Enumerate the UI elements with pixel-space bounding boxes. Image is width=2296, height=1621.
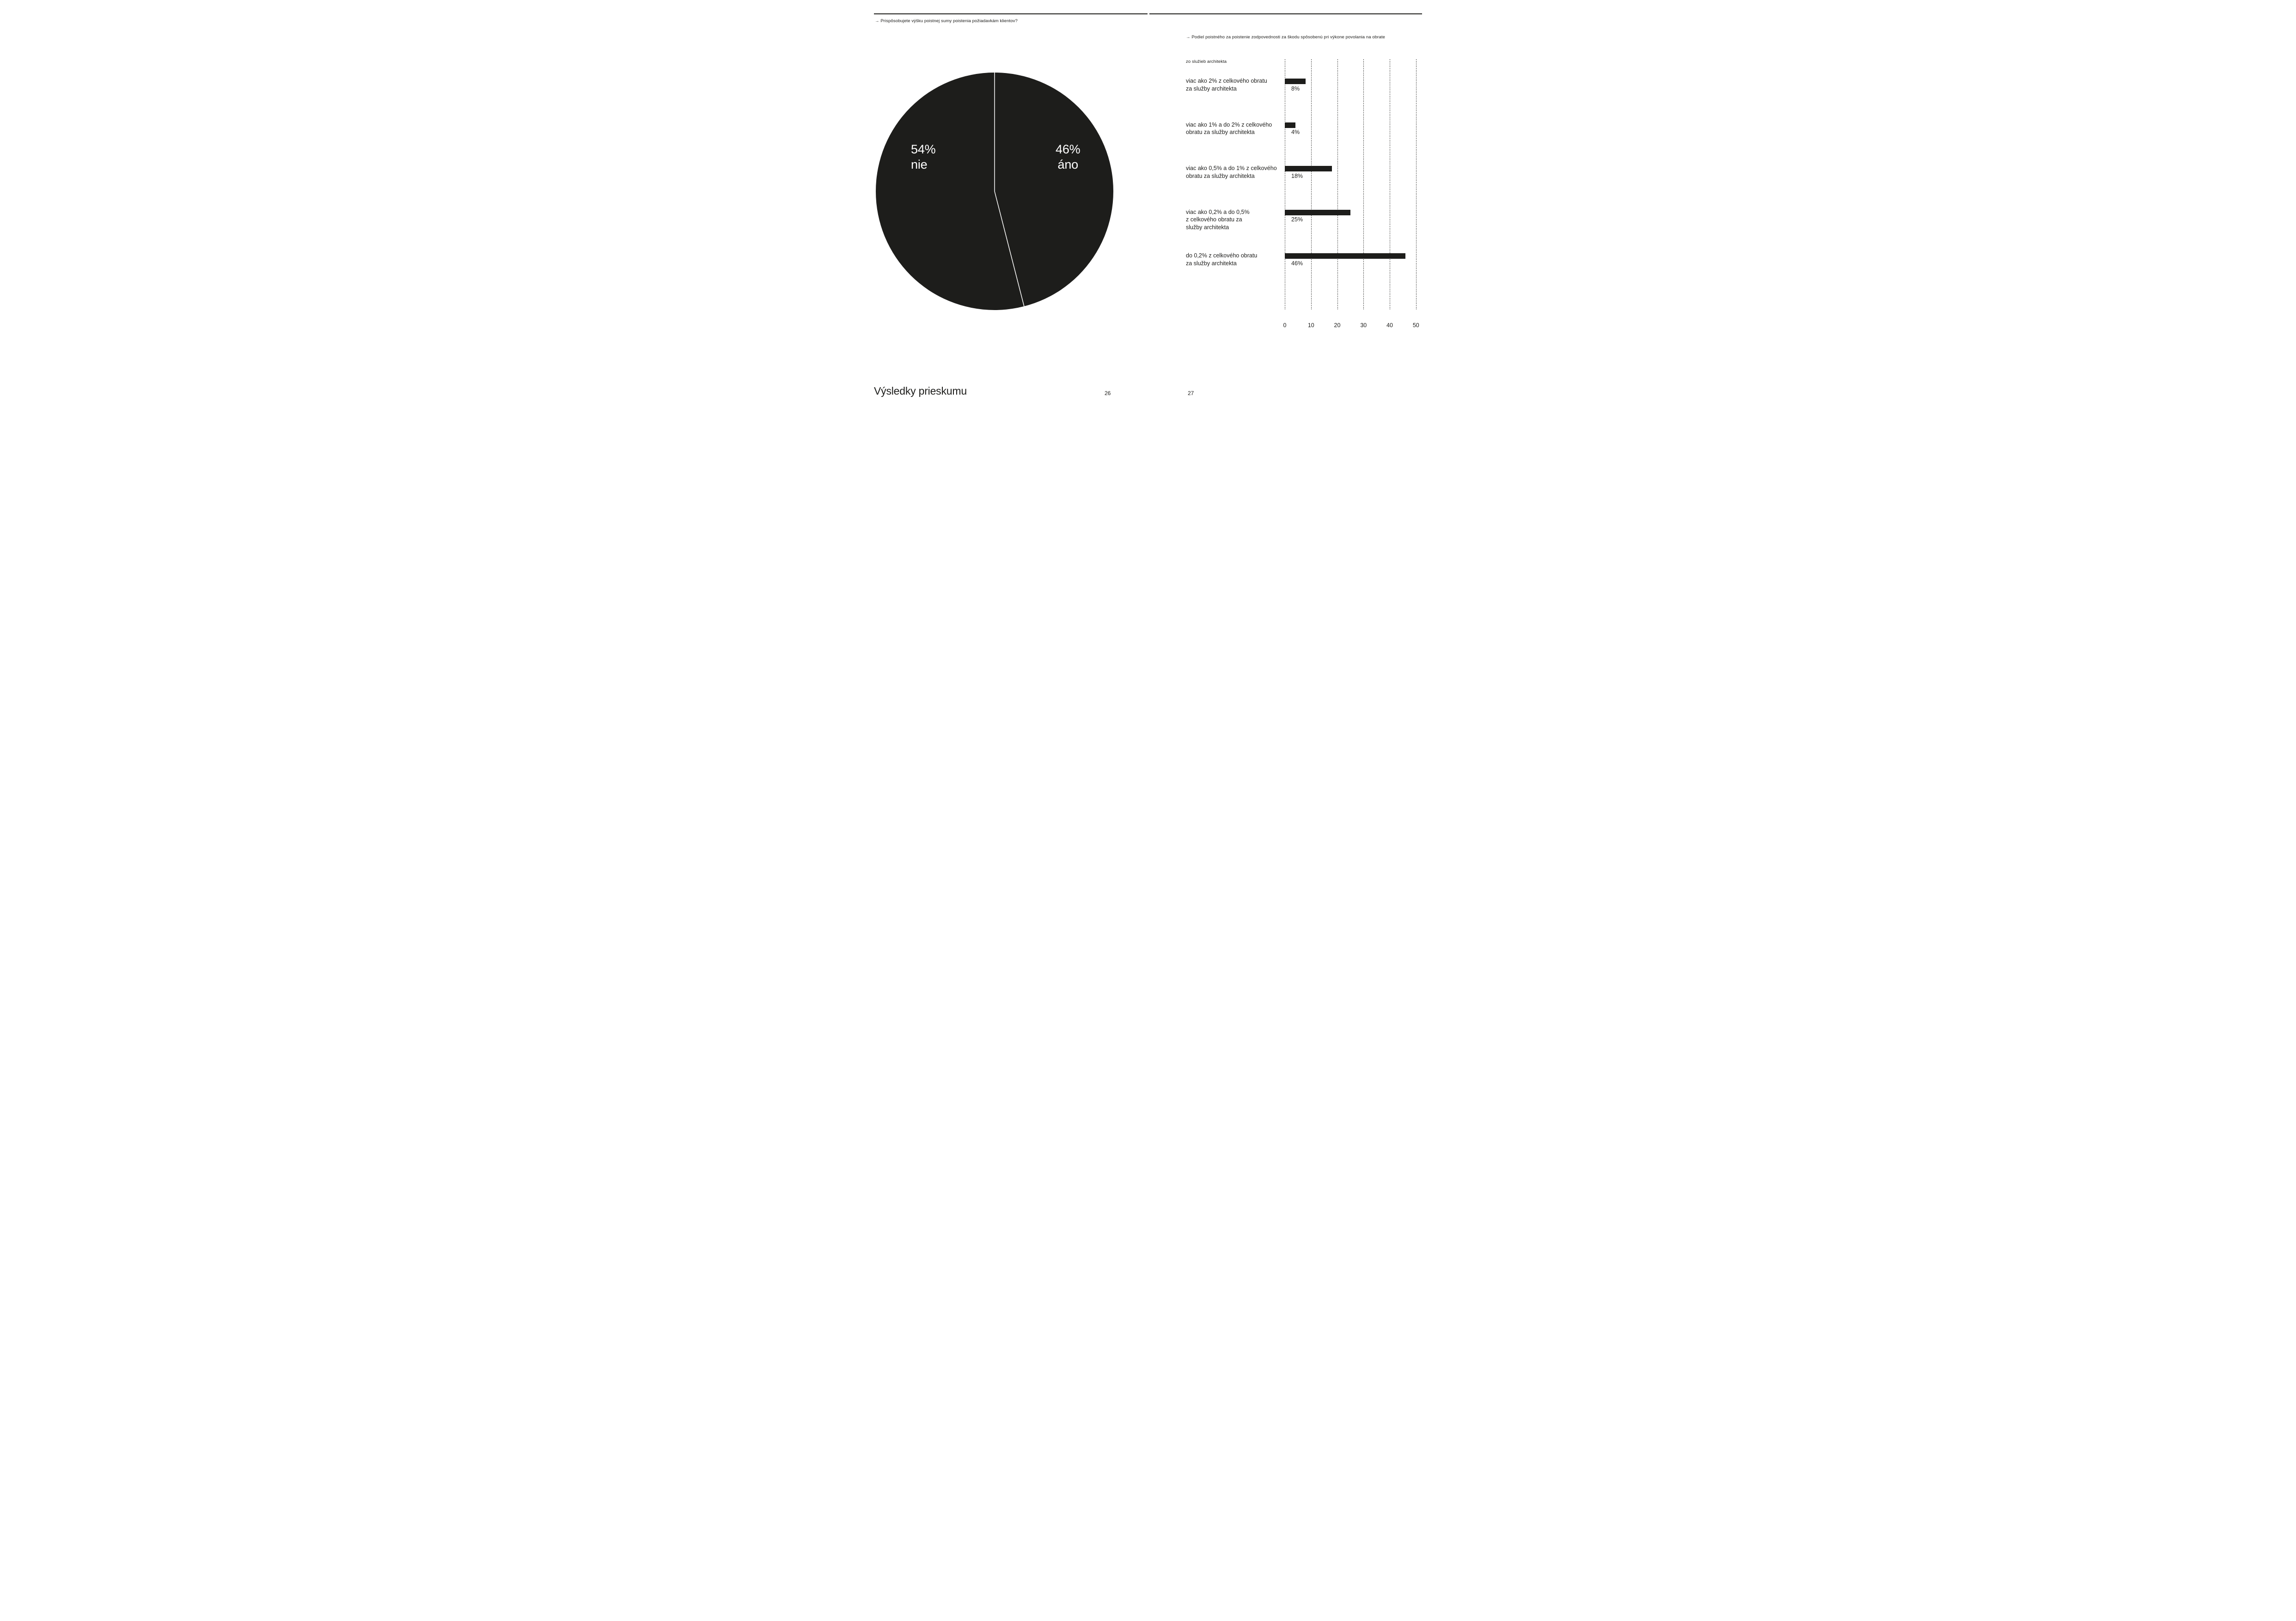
pie-divider-bottom [994, 191, 1025, 307]
bar-value-1: 4% [1291, 129, 1300, 135]
bar-category-label-4: do 0,2% z celkového obratu za služby arc… [1186, 252, 1258, 267]
bar-3 [1285, 209, 1350, 215]
pie-label-ano: 46% áno [1056, 142, 1081, 172]
section-title: Výsledky prieskumu [874, 385, 967, 397]
question-right-line2: zo služieb architekta [1186, 59, 1227, 64]
bar-value-3: 25% [1291, 216, 1303, 223]
bar-1 [1285, 122, 1295, 128]
bar-value-0: 8% [1291, 85, 1300, 92]
x-tick-0: 0 [1283, 322, 1287, 329]
bar-chart: 0 10 20 30 40 50 viac ako 2% z celkového obrat… [1186, 59, 1431, 343]
pie-word-ano: áno [1057, 158, 1079, 171]
bar-2 [1285, 166, 1332, 171]
page-number-right: 27 [1188, 390, 1194, 396]
x-tick-30: 30 [1360, 322, 1367, 329]
x-tick-10: 10 [1307, 322, 1314, 329]
bar-category-label-1: viac ako 1% a do 2% z celkového obratu z… [1186, 121, 1272, 136]
gridline-30 [1363, 59, 1364, 310]
bar-4 [1285, 253, 1406, 259]
bar-category-label-0: viac ako 2% z celkového obratu za služby… [1186, 78, 1267, 92]
x-tick-20: 20 [1334, 322, 1341, 329]
page-spread: → Prispôsobujete výšku poistnej sumy poi… [861, 0, 1435, 405]
question-right-line1: → Podiel poistného za poistenie zodpoved… [1186, 35, 1385, 40]
pie-svg [876, 73, 1113, 310]
gridline-50 [1416, 59, 1417, 310]
pie-chart: 54% nie 46% áno [876, 73, 1113, 310]
bar-category-label-2: viac ako 0,5% a do 1% z celkového obratu… [1186, 165, 1277, 179]
top-rule-right [1149, 13, 1422, 14]
pie-value-nie: 54% [911, 142, 936, 156]
pie-word-nie: nie [911, 158, 928, 171]
top-rule-left [874, 13, 1148, 14]
x-tick-50: 50 [1412, 322, 1419, 329]
gridline-10 [1311, 59, 1312, 310]
question-right: → Podiel poistného za poistenie zodpoved… [1186, 17, 1385, 82]
gridline-20 [1337, 59, 1338, 310]
bar-category-label-3: viac ako 0,2% a do 0,5% z celkového obra… [1186, 208, 1250, 231]
question-left: → Prispôsobujete výšku poistnej sumy poi… [875, 18, 1018, 24]
x-tick-40: 40 [1386, 322, 1393, 329]
bar-value-4: 46% [1291, 260, 1303, 267]
pie-value-ano: 46% [1056, 142, 1081, 156]
bar-0 [1285, 79, 1306, 84]
bar-value-2: 18% [1291, 172, 1303, 179]
pie-label-nie: 54% nie [911, 142, 936, 172]
page-number-left: 26 [1105, 390, 1111, 396]
